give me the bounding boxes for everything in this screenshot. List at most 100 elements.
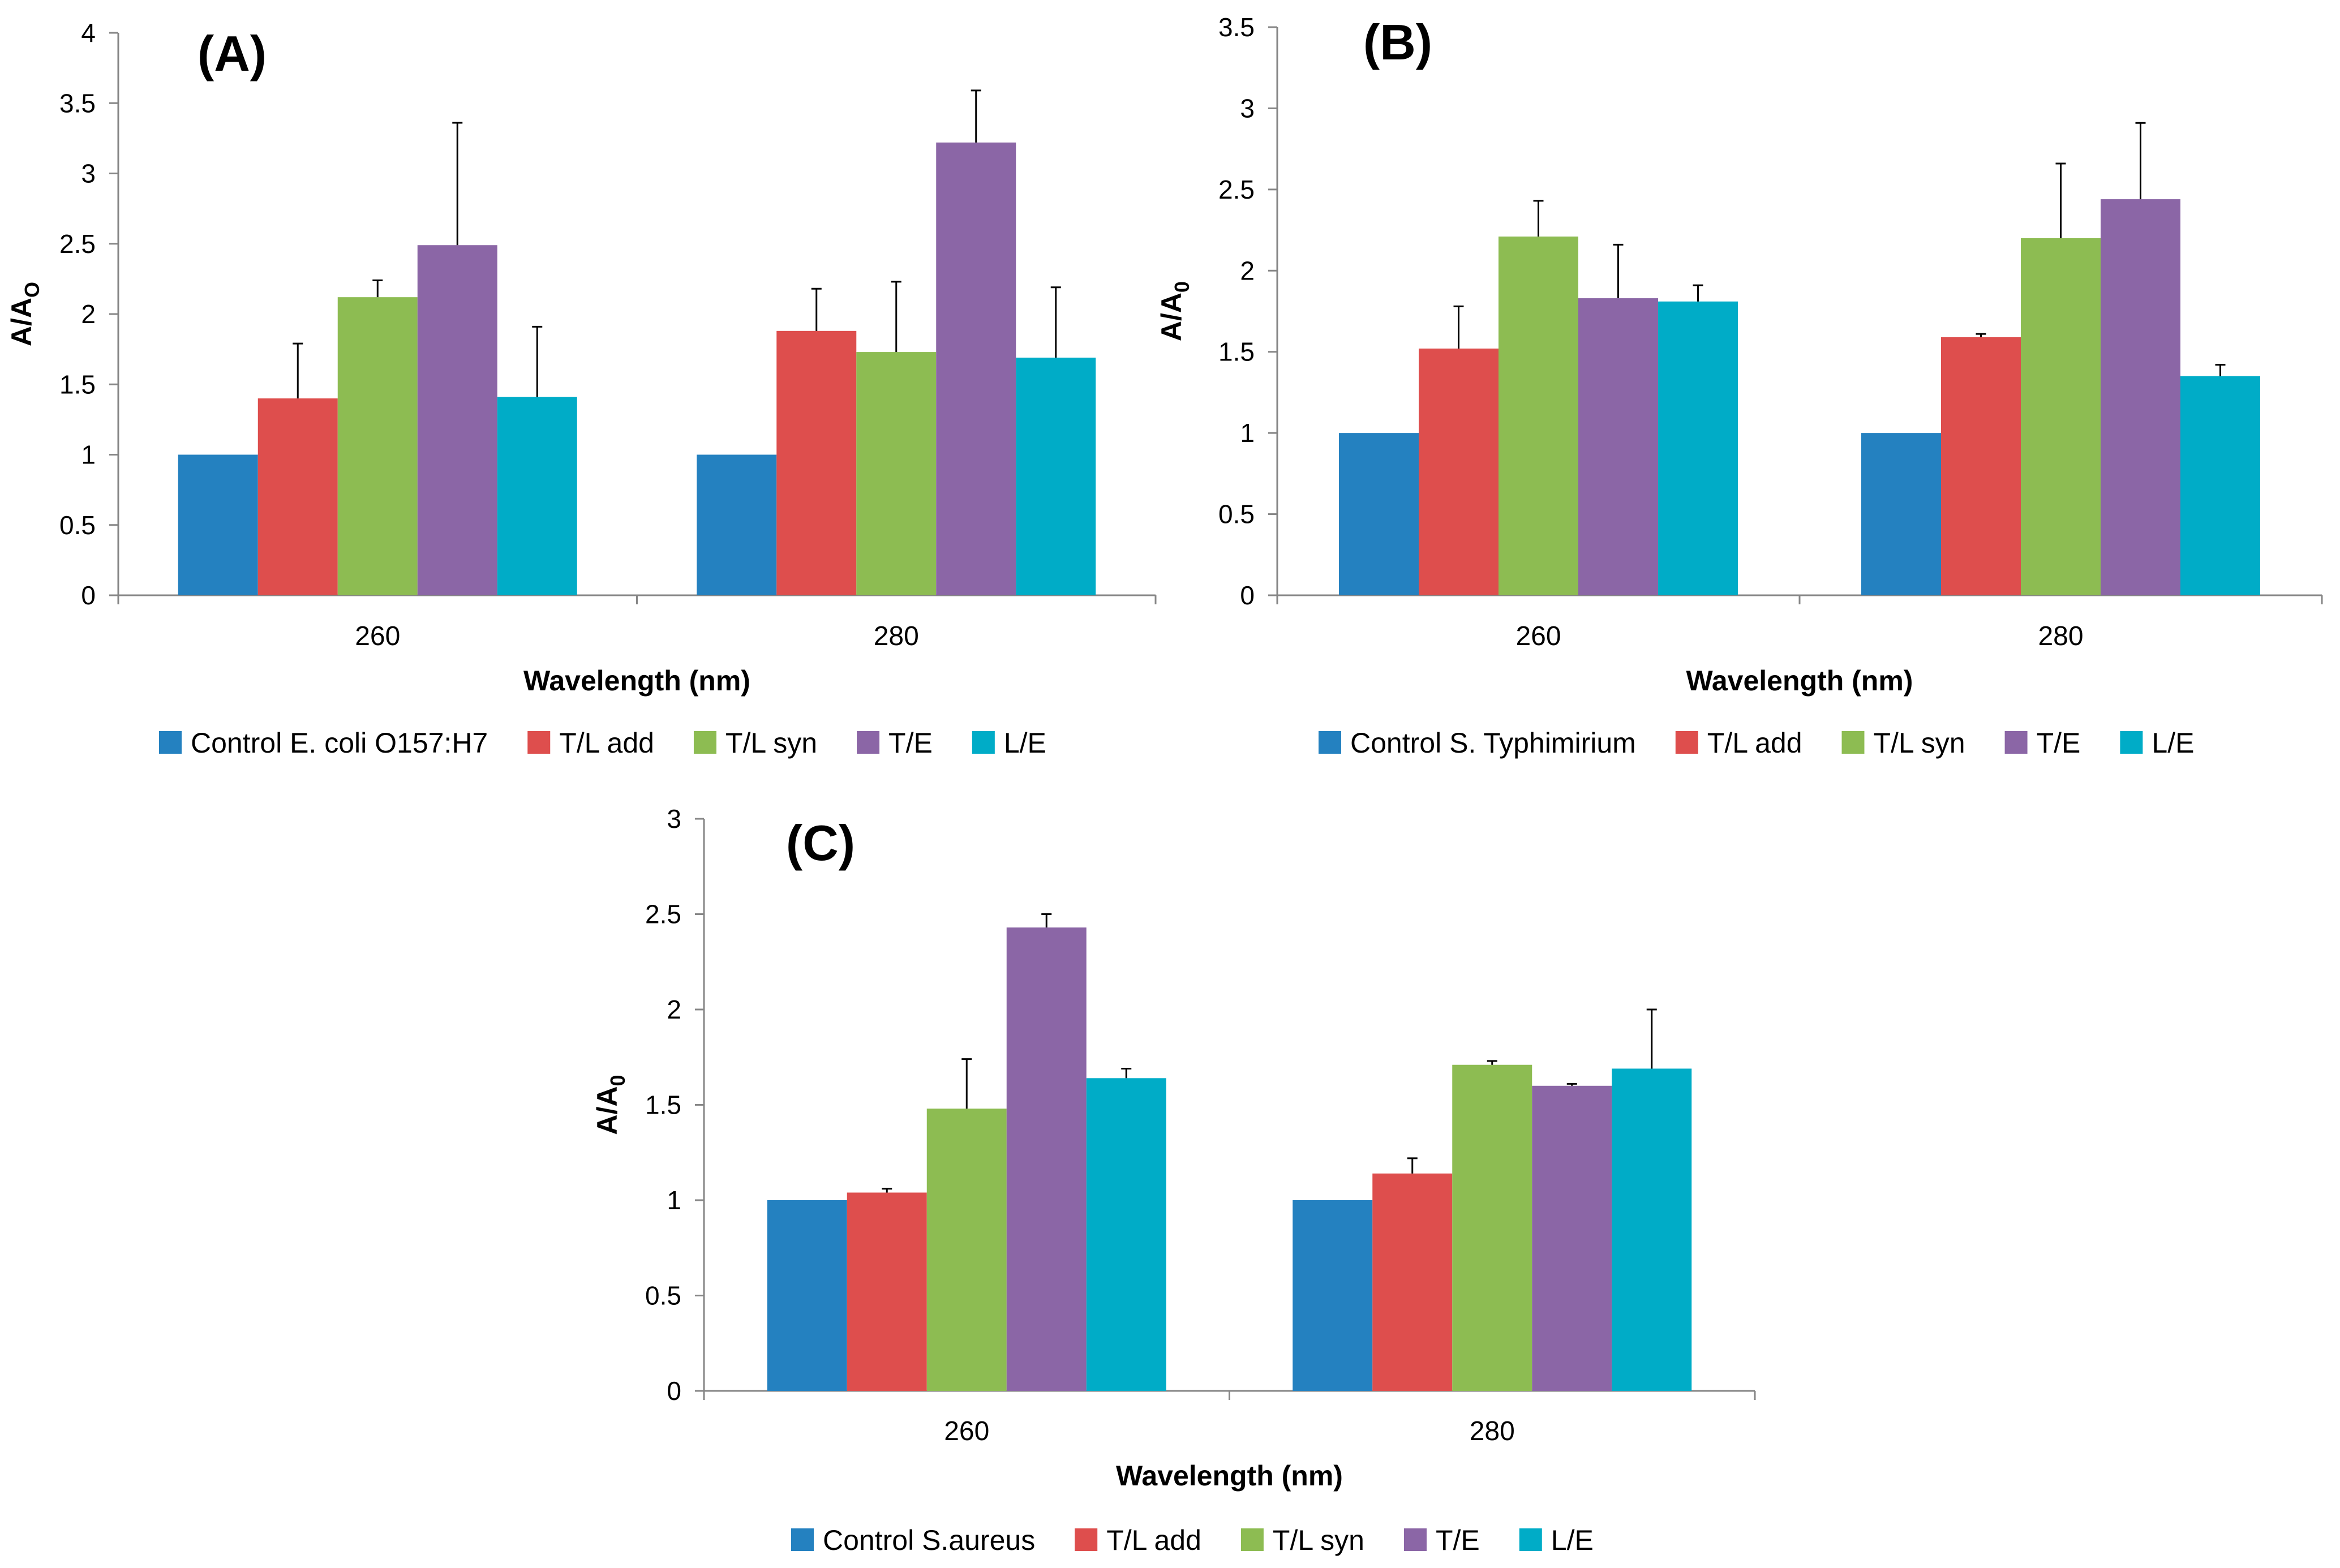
legend-swatch [972,731,995,754]
bar [767,1200,847,1391]
legend-swatch [2120,731,2143,754]
y-tick-label: 3 [667,804,681,834]
legend-swatch [1319,731,1341,754]
legend-swatch [1075,1528,1098,1551]
bar [936,142,1016,595]
bar [1016,358,1096,595]
bar [1612,1068,1692,1391]
x-category-label: 260 [944,1416,989,1446]
legend-label: L/E [1551,1524,1594,1556]
y-axis-title-main: A/A [591,1086,623,1135]
y-axis-title: A/A0 [591,1075,629,1135]
legend-swatch [1675,731,1698,754]
y-tick-label: 2.5 [1218,175,1255,204]
legend-swatch [527,731,551,754]
bar [1578,298,1658,595]
y-tick-label: 1.5 [59,370,96,399]
bar [1499,237,1578,595]
y-tick-label: 2.5 [645,900,681,929]
bar [697,454,777,595]
bar [337,297,418,595]
bar [926,1109,1007,1391]
bar [2021,238,2101,595]
bar [497,397,577,595]
y-tick-label: 1.5 [645,1090,681,1120]
legend-swatch [1240,1528,1264,1551]
y-tick-label: 0.5 [1218,500,1255,529]
bar [1658,301,1738,595]
legend-label: T/L syn [1874,727,1965,759]
y-tick-label: 2.5 [59,229,96,259]
y-tick-label: 1 [1240,418,1255,448]
x-category-label: 280 [1470,1416,1515,1446]
panel-label: (C) [786,815,855,871]
x-category-label: 280 [874,621,919,651]
chart-panel-2: 0 0.5 1 1.5 2 2.5 3 3.5 260 280 Wavelength (nm) A/A… [1156,12,2323,759]
bar [856,352,937,595]
y-tick-label: 4 [81,18,96,48]
x-category-label: 280 [2038,621,2083,651]
bar [1339,433,1419,595]
legend-swatch [1841,731,1865,754]
legend-swatch [693,731,716,754]
legend-label: T/L add [559,727,654,759]
y-axis-title-main: A/A [6,298,37,346]
x-axis-title: Wavelength (nm) [523,665,750,697]
bar [1086,1078,1166,1391]
legend-label: L/E [1004,727,1046,759]
y-tick-label: 3.5 [1218,12,1255,42]
legend-label: T/E [1436,1524,1480,1556]
legend-label: Control S.aureus [823,1524,1035,1556]
y-axis-title: A/A0 [1156,281,1193,341]
legend-label: Control S. Typhimirium [1350,727,1636,759]
y-tick-label: 0.5 [645,1281,681,1311]
bar [417,245,497,595]
y-tick-label: 0 [1240,581,1255,610]
legend-label: L/E [2152,727,2194,759]
bar [776,330,857,595]
y-axis-title: A/AO [6,282,44,346]
y-tick-label: 0.5 [59,510,96,540]
legend: Control S. Typhimirium T/L add T/L syn T/E L… [1319,727,2194,759]
bar [1419,348,1499,595]
x-category-label: 260 [1515,621,1561,651]
legend-label: T/L add [1106,1524,1201,1556]
bar [178,454,258,595]
legend-swatch [791,1528,814,1551]
legend-swatch [1519,1528,1542,1551]
bar [2101,199,2180,595]
legend-swatch [857,731,880,754]
x-axis-title: Wavelength (nm) [1116,1460,1343,1492]
y-axis-title-subscript: O [20,282,44,298]
x-category-label: 260 [355,621,400,651]
bar [257,398,338,595]
y-tick-label: 1 [81,440,96,470]
y-tick-label: 0 [81,581,96,610]
x-axis-title: Wavelength (nm) [1686,665,1913,697]
legend-label: T/L syn [725,727,817,759]
bar [1941,337,2021,595]
y-tick-label: 3.5 [59,88,96,118]
bar [2180,376,2260,595]
y-tick-label: 2 [1240,256,1255,285]
y-tick-label: 1 [667,1185,681,1215]
y-tick-label: 2 [81,299,96,329]
y-tick-label: 1.5 [1218,337,1255,367]
legend-label: Control E. coli O157:H7 [191,727,488,759]
legend: Control E. coli O157:H7 T/L add T/L syn T/E… [159,727,1046,759]
legend-label: T/E [2037,727,2081,759]
bar [1452,1064,1532,1391]
bar [1293,1200,1373,1391]
y-tick-label: 2 [667,995,681,1024]
panel-label: (B) [1363,14,1432,70]
y-tick-label: 3 [81,159,96,188]
chart-panel-1: 0 0.5 1 1.5 2 2.5 3 3.5 4 260 280 Wavelength (nm) A/… [6,18,1157,759]
legend: Control S.aureus T/L add T/L syn T/E L/E [791,1524,1594,1556]
bar [1532,1085,1612,1391]
bar [1372,1173,1453,1391]
legend-swatch [1404,1528,1427,1551]
legend-label: T/L syn [1273,1524,1364,1556]
bar [1861,433,1941,595]
